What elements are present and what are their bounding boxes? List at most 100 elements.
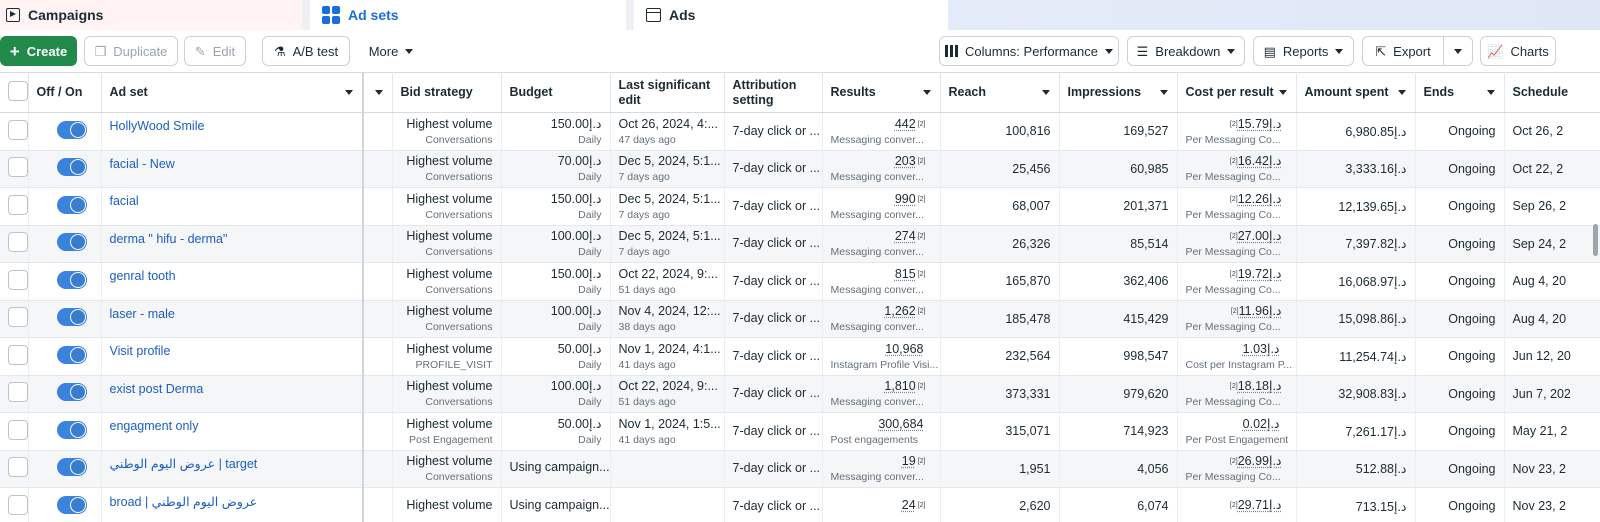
delivery-toggle[interactable] [56, 270, 87, 289]
table-row[interactable]: Visit profile Highest volume PROFILE_VISIT… [0, 337, 1600, 376]
budget-value[interactable]: Using campaign... [509, 460, 610, 475]
budget-value[interactable]: د.إ100.00 [550, 379, 602, 394]
tab-ads[interactable]: Ads [634, 0, 948, 30]
header-spent[interactable]: Amount spent [1296, 72, 1416, 113]
cpr-footnote: [2] [1229, 195, 1238, 203]
table-row[interactable]: laser - male Highest volume Conversations د… [0, 300, 1600, 338]
select-all-checkbox[interactable] [8, 80, 28, 101]
charts-button[interactable]: 📈 Charts [1480, 36, 1556, 66]
delivery-toggle[interactable] [56, 345, 87, 364]
budget-value[interactable]: د.إ150.00 [550, 191, 602, 206]
table-row[interactable]: engagment only Highest volume Post Engagem… [0, 412, 1600, 451]
more-button[interactable]: More [358, 36, 424, 66]
duplicate-button[interactable]: ❐ Duplicate [84, 36, 178, 66]
adset-name-link[interactable]: Visit profile [109, 344, 171, 359]
row-checkbox[interactable] [8, 119, 27, 140]
cpr-cell: د.إ29.71[2] [1177, 487, 1297, 522]
header-ends[interactable]: Ends [1415, 72, 1505, 113]
results-cell: 19 [2] Messaging conver... [822, 450, 941, 488]
budget-value[interactable]: د.إ50.00 [557, 341, 602, 356]
row-checkbox[interactable] [8, 307, 27, 328]
last-edit-cell [610, 450, 725, 488]
header-adset[interactable]: Ad set [101, 72, 364, 113]
last-edit-cell [610, 487, 725, 522]
reports-button[interactable]: ▤ Reports [1253, 36, 1354, 66]
adset-name-link[interactable]: derma " hifu - derma" [109, 231, 228, 246]
adset-name-link[interactable]: facial - New [109, 156, 175, 171]
header-reach[interactable]: Reach [940, 72, 1060, 113]
row-checkbox[interactable] [8, 382, 27, 403]
adset-name-link[interactable]: laser - male [109, 306, 175, 321]
bid-cell: Highest volume Conversations [392, 375, 502, 413]
header-results[interactable]: Results [822, 72, 941, 113]
row-checkbox[interactable] [8, 232, 27, 253]
vertical-scrollbar[interactable] [1593, 224, 1598, 256]
row-checkbox[interactable] [8, 269, 27, 290]
table-row[interactable]: genral tooth Highest volume Conversations د… [0, 262, 1600, 301]
header-cpr[interactable]: Cost per result [1177, 72, 1297, 113]
header-attribution[interactable]: Attribution setting [724, 72, 823, 113]
row-checkbox[interactable] [8, 157, 27, 178]
bid-cell: Highest volume Conversations [392, 150, 502, 188]
adset-name-link[interactable]: broad | عروض اليوم الوطني [109, 494, 258, 509]
columns-button[interactable]: Columns: Performance [939, 36, 1119, 66]
tab-adsets[interactable]: Ad sets [310, 0, 626, 30]
header-last-edit[interactable]: Last significant edit [610, 72, 725, 113]
create-button[interactable]: + Create [0, 36, 77, 66]
campaign-icon [6, 8, 20, 22]
delivery-toggle[interactable] [56, 495, 87, 514]
table-row[interactable]: facial - New Highest volume Conversations د… [0, 150, 1600, 188]
adset-name-link[interactable]: engagment only [109, 419, 199, 434]
budget-value[interactable]: د.إ100.00 [550, 229, 602, 244]
adset-name-cell: genral tooth [101, 262, 364, 301]
table-row[interactable]: broad | عروض اليوم الوطني Highest volume U… [0, 487, 1600, 522]
breakdown-button[interactable]: ☰ Breakdown [1127, 36, 1245, 66]
budget-value[interactable]: Using campaign... [509, 497, 610, 512]
adset-name-link[interactable]: genral tooth [109, 269, 176, 284]
table-row[interactable]: exist post Derma Highest volume Conversati… [0, 375, 1600, 413]
delivery-toggle[interactable] [56, 458, 87, 477]
table-row[interactable]: derma " hifu - derma" Highest volume Conve… [0, 225, 1600, 263]
header-schedule[interactable]: Schedule [1504, 72, 1600, 113]
header-extra-menu[interactable] [363, 72, 393, 113]
table-row[interactable]: عروض اليوم الوطني | target Highest volume… [0, 450, 1600, 488]
delivery-toggle[interactable] [56, 233, 87, 252]
ab-test-button[interactable]: ⚗ A/B test [262, 36, 350, 66]
delivery-toggle[interactable] [56, 308, 87, 327]
edit-button[interactable]: ✎ Edit [184, 36, 246, 66]
row-checkbox[interactable] [8, 419, 27, 440]
export-menu-button[interactable] [1443, 36, 1473, 66]
row-checkbox[interactable] [8, 194, 27, 215]
adset-name-link[interactable]: HollyWood Smile [109, 119, 205, 134]
export-button[interactable]: ⇱ Export [1362, 36, 1444, 66]
budget-value[interactable]: د.إ100.00 [550, 304, 602, 319]
adset-name-link[interactable]: exist post Derma [109, 381, 204, 396]
header-budget[interactable]: Budget [501, 72, 611, 113]
header-onoff[interactable]: Off / On [28, 72, 102, 113]
budget-value[interactable]: د.إ70.00 [557, 154, 602, 169]
adset-name-link[interactable]: facial [109, 194, 139, 209]
header-impressions[interactable]: Impressions [1059, 72, 1178, 113]
table-row[interactable]: facial Highest volume Conversations د.إ150.… [0, 187, 1600, 226]
adset-name-link[interactable]: عروض اليوم الوطني | target [109, 457, 258, 472]
delivery-toggle[interactable] [56, 383, 87, 402]
delivery-toggle[interactable] [56, 195, 87, 214]
attribution-value: 7-day click or ... [732, 123, 821, 138]
row-spacer-cell [363, 487, 393, 522]
row-checkbox[interactable] [8, 494, 27, 515]
header-bid[interactable]: Bid strategy [392, 72, 502, 113]
budget-value[interactable]: د.إ150.00 [550, 266, 602, 281]
row-checkbox[interactable] [8, 344, 27, 365]
cpr-value: د.إ26.99 [1237, 454, 1282, 469]
delivery-toggle[interactable] [56, 158, 87, 177]
budget-value[interactable]: د.إ150.00 [550, 116, 602, 131]
delivery-toggle[interactable] [56, 120, 87, 139]
spent-value: د.إ32,908.83 [1338, 387, 1407, 402]
row-checkbox[interactable] [8, 457, 27, 478]
budget-cell: د.إ50.00 Daily [501, 412, 611, 451]
tab-campaigns[interactable]: Campaigns [0, 0, 302, 30]
table-row[interactable]: HollyWood Smile Highest volume Conversatio… [0, 112, 1600, 151]
attribution-cell: 7-day click or ... [724, 150, 823, 188]
delivery-toggle[interactable] [56, 420, 87, 439]
budget-value[interactable]: د.إ50.00 [557, 416, 602, 431]
